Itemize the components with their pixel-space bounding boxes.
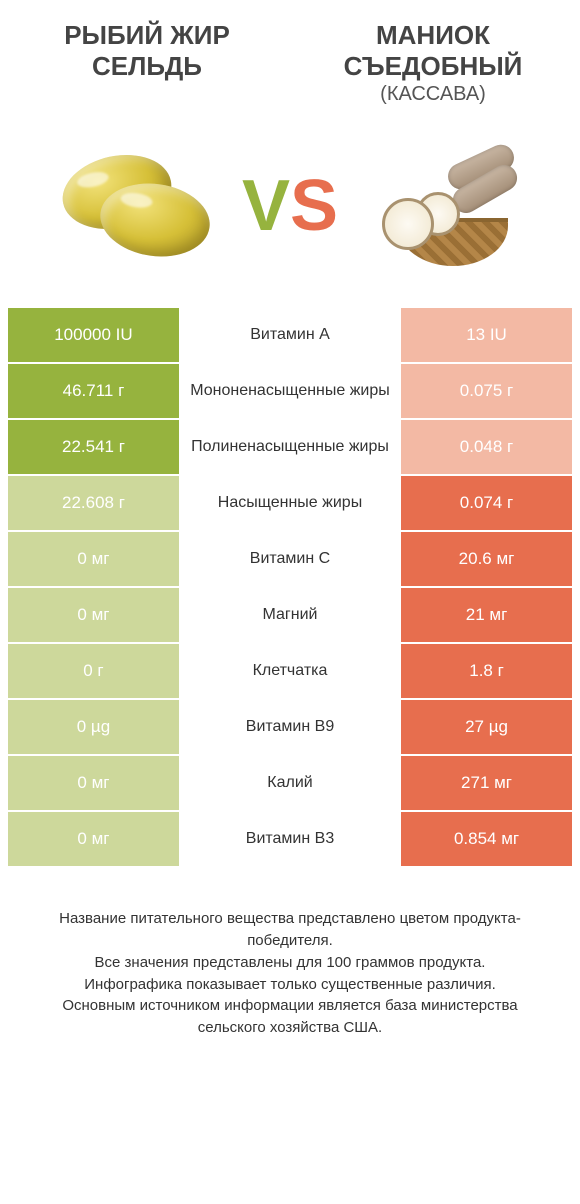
left-product-title: РЫБИЙ ЖИР СЕЛЬДЬ [30, 20, 264, 82]
fish-oil-icon [52, 146, 212, 266]
value-left: 0 µg [8, 700, 179, 756]
nutrient-label: Магний [179, 588, 401, 644]
right-product-title: МАНИОК СЪЕДОБНЫЙ (КАССАВА) [316, 20, 550, 106]
right-title-line1: МАНИОК [316, 20, 550, 51]
cassava-icon [368, 146, 528, 266]
value-left: 100000 IU [8, 308, 179, 364]
right-title-line2: СЪЕДОБНЫЙ [316, 51, 550, 82]
value-left: 0 г [8, 644, 179, 700]
value-left: 0 мг [8, 756, 179, 812]
value-left: 0 мг [8, 812, 179, 868]
vs-label: VS [242, 165, 338, 247]
hero-row: VS [0, 116, 580, 306]
value-right: 0.074 г [401, 476, 572, 532]
value-right: 271 мг [401, 756, 572, 812]
value-left: 22.541 г [8, 420, 179, 476]
footer-notes: Название питательного вещества представл… [0, 868, 580, 1039]
value-left: 22.608 г [8, 476, 179, 532]
vs-letter-s: S [290, 166, 338, 246]
value-left: 0 мг [8, 532, 179, 588]
value-right: 0.048 г [401, 420, 572, 476]
left-title-line2: СЕЛЬДЬ [30, 51, 264, 82]
value-left: 0 мг [8, 588, 179, 644]
value-right: 20.6 мг [401, 532, 572, 588]
nutrient-label: Мононенасыщенные жиры [179, 364, 401, 420]
header: РЫБИЙ ЖИР СЕЛЬДЬ МАНИОК СЪЕДОБНЫЙ (КАССА… [0, 0, 580, 116]
right-subtitle: (КАССАВА) [316, 82, 550, 106]
vs-letter-v: V [242, 166, 290, 246]
nutrient-label: Полиненасыщенные жиры [179, 420, 401, 476]
nutrient-label: Витамин C [179, 532, 401, 588]
nutrient-label: Калий [179, 756, 401, 812]
comparison-table: 100000 IUВитамин A13 IU 46.711 гМононенас… [8, 306, 572, 868]
nutrient-label: Клетчатка [179, 644, 401, 700]
value-right: 0.075 г [401, 364, 572, 420]
value-right: 21 мг [401, 588, 572, 644]
value-right: 13 IU [401, 308, 572, 364]
footer-line1: Название питательного вещества представл… [28, 908, 552, 952]
value-right: 27 µg [401, 700, 572, 756]
footer-line4: Основным источником информации является … [28, 995, 552, 1039]
nutrient-label: Витамин B3 [179, 812, 401, 868]
nutrient-label: Витамин B9 [179, 700, 401, 756]
nutrient-label: Витамин A [179, 308, 401, 364]
footer-line3: Инфографика показывает только существенн… [28, 974, 552, 996]
value-right: 0.854 мг [401, 812, 572, 868]
value-left: 46.711 г [8, 364, 179, 420]
left-title-line1: РЫБИЙ ЖИР [30, 20, 264, 51]
footer-line2: Все значения представлены для 100 граммо… [28, 952, 552, 974]
value-right: 1.8 г [401, 644, 572, 700]
nutrient-label: Насыщенные жиры [179, 476, 401, 532]
